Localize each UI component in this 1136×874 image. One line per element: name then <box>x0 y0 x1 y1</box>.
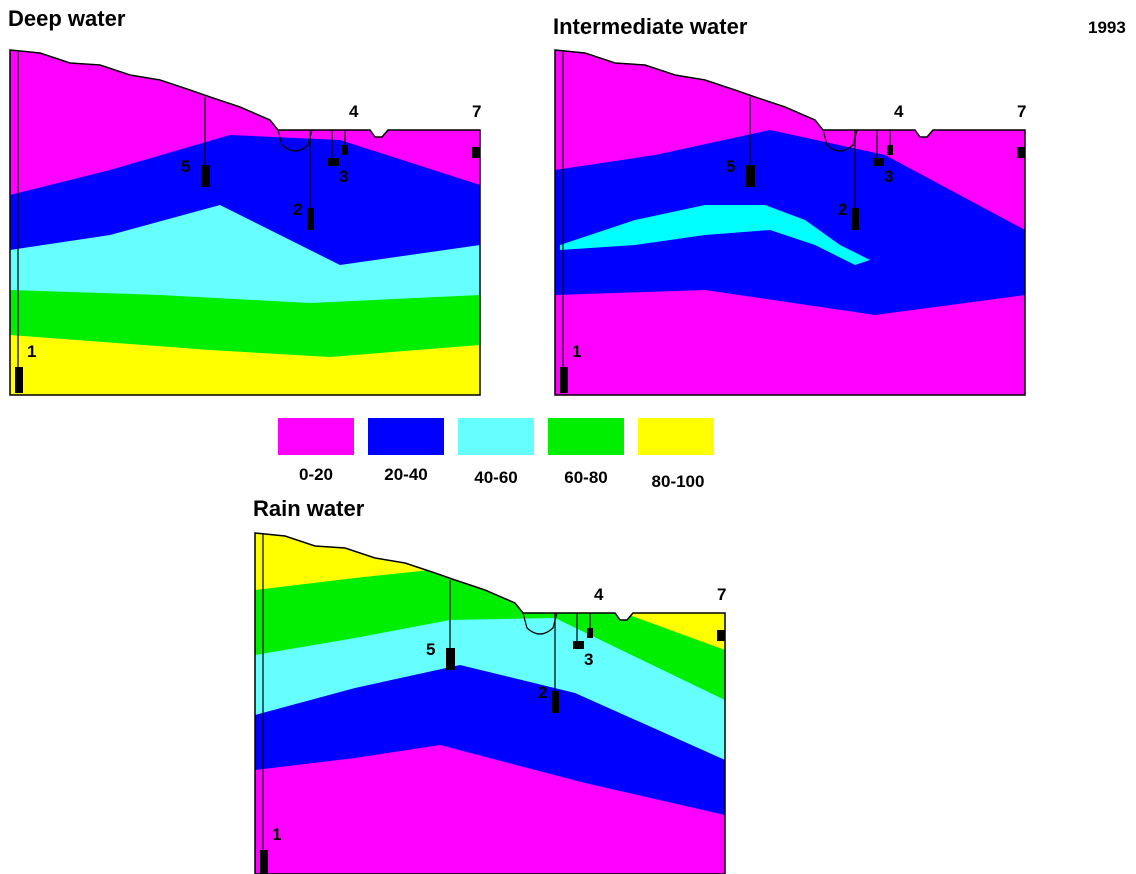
well-screen <box>472 147 480 158</box>
legend-label: 40-60 <box>474 468 518 487</box>
legend-swatch <box>278 418 354 455</box>
well-screen <box>201 165 210 187</box>
well-screen <box>587 628 593 638</box>
well-label: 2 <box>293 200 302 219</box>
band <box>10 335 480 395</box>
well-screen <box>307 208 314 230</box>
well-screen <box>717 630 725 641</box>
well-screen <box>260 850 268 874</box>
well-screen <box>746 165 755 187</box>
well-label: 1 <box>27 342 36 361</box>
legend-label: 0-20 <box>298 465 334 484</box>
well-label: 4 <box>594 585 604 604</box>
surface <box>554 49 1026 396</box>
well-label: 7 <box>472 102 481 121</box>
well-label: 3 <box>584 650 593 669</box>
well-label: 3 <box>339 167 348 186</box>
pond <box>822 129 858 152</box>
well-screen <box>560 367 568 393</box>
band <box>560 205 870 265</box>
pond <box>277 129 313 152</box>
well-screen <box>342 145 348 155</box>
bands <box>555 50 1025 395</box>
cross-section: 1 2 3 4 5 7 <box>9 49 481 396</box>
panel-title: Rain water <box>253 496 365 521</box>
panel-title: Intermediate water <box>553 14 748 39</box>
well-screen <box>1017 147 1025 158</box>
pond <box>522 612 558 635</box>
well-screen <box>873 158 884 166</box>
cross-section: 1 2 3 4 5 7 <box>554 49 1026 396</box>
legend-label: 20-40 <box>384 465 428 484</box>
well-screen <box>15 367 23 393</box>
well-screen <box>552 691 559 713</box>
well-label: 7 <box>717 585 726 604</box>
cross-section: 1 2 3 4 5 7 <box>254 532 726 874</box>
well-label: 4 <box>894 102 904 121</box>
well-label: 5 <box>426 640 435 659</box>
well-label: 5 <box>726 157 735 176</box>
well-label: 2 <box>538 683 547 702</box>
well-label: 4 <box>349 102 359 121</box>
well-screen <box>852 208 859 230</box>
well-label: 1 <box>272 825 281 844</box>
bands <box>255 533 725 874</box>
well-label: 7 <box>1017 102 1026 121</box>
surface <box>9 49 481 396</box>
legend-swatch <box>548 418 624 455</box>
legend-label: 80-100 <box>651 472 705 491</box>
legend-swatch <box>458 418 534 455</box>
well-screen <box>573 641 584 649</box>
well-screen <box>446 648 455 670</box>
year: 1993 <box>1088 18 1126 37</box>
well-label: 1 <box>572 342 581 361</box>
well-label: 5 <box>181 157 190 176</box>
band <box>555 290 1025 395</box>
band <box>255 745 725 874</box>
surface <box>254 532 726 874</box>
bands <box>10 50 480 395</box>
legend-swatch <box>638 418 714 455</box>
well-screen <box>328 158 339 166</box>
well-label: 3 <box>884 167 893 186</box>
well-screen <box>887 145 893 155</box>
well-label: 2 <box>838 200 847 219</box>
legend-label: 60-80 <box>564 468 608 487</box>
legend-swatch <box>368 418 444 455</box>
panel-title: Deep water <box>8 6 126 31</box>
